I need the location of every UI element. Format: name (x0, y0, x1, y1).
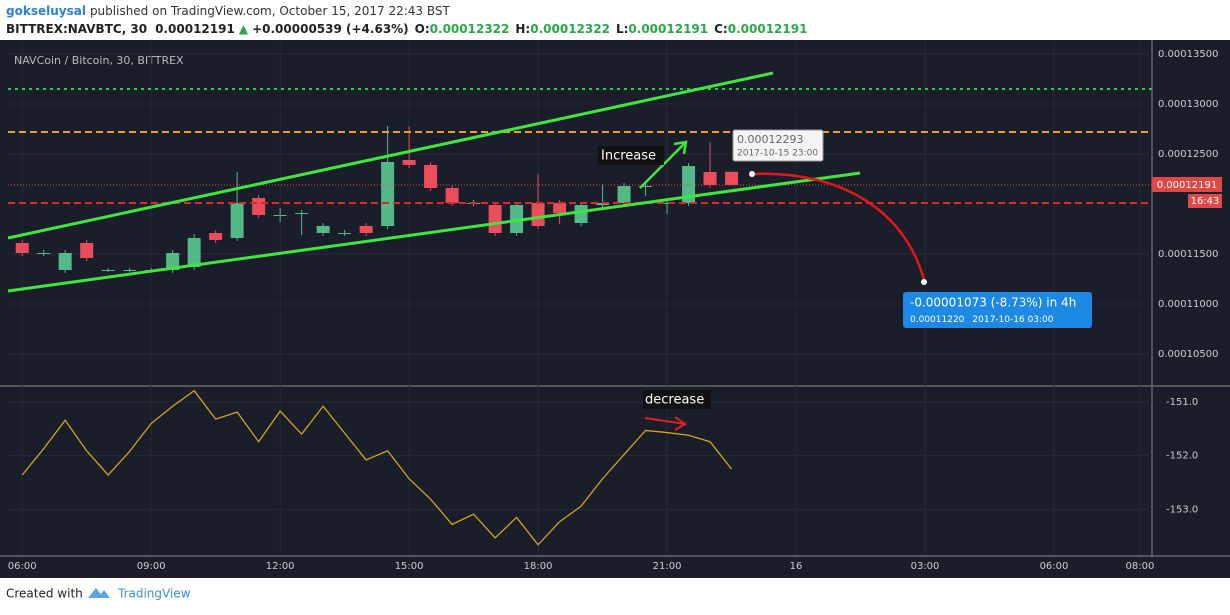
candle-body (15, 243, 29, 253)
candle-body (273, 215, 287, 216)
pane-title: NAVCoin / Bitcoin, 30, BITTREX (14, 54, 184, 67)
candle-body (725, 171, 739, 185)
tooltip-price: 0.00012293 (737, 133, 803, 146)
tooltip-time: 2017-10-15 23:00 (737, 149, 818, 159)
y-tick-label: 0.00010500 (1158, 349, 1218, 360)
label-bg (643, 390, 711, 409)
y-tick-label: 0.00011000 (1158, 299, 1218, 310)
countdown: 16:43 (1191, 196, 1220, 207)
x-tick-label: 08:00 (1126, 561, 1155, 572)
candle-body (402, 160, 416, 165)
forecast-start (749, 171, 755, 177)
candle-body (510, 205, 524, 233)
tooltip (732, 129, 824, 162)
last-price-label: 0.00012191 (1157, 180, 1217, 191)
candle-body (553, 203, 567, 213)
ohlc-value: 0.00012191 (728, 22, 808, 36)
candle-body (58, 253, 72, 270)
ohlc-label: L: (616, 22, 628, 36)
candle-body (574, 205, 588, 223)
candle-body (230, 203, 244, 238)
ohlc-value: 0.00012322 (430, 22, 510, 36)
candle-body (682, 166, 696, 203)
ohlc-value: 0.00012322 (530, 22, 610, 36)
candle-body (187, 238, 201, 267)
candle-body (445, 188, 459, 203)
candle-body (381, 162, 395, 226)
forecast-box (903, 292, 1092, 328)
plot (8, 42, 1152, 555)
increase-label: Increase (601, 149, 656, 164)
candle-body (209, 233, 223, 240)
published: published on TradingView.com, October 15… (90, 4, 451, 18)
candle-body (316, 226, 330, 233)
candle-body (101, 270, 115, 271)
ohlc-label: H: (515, 22, 530, 36)
x-tick-label: 21:00 (653, 561, 682, 572)
candle-body (252, 198, 266, 215)
symbol: BITTREX:NAVBTC, 30 (6, 22, 147, 36)
ohlc-value: 0.00012191 (628, 22, 708, 36)
y-tick-label: -153.0 (1166, 504, 1198, 515)
candle-body (660, 203, 674, 204)
candle-body (37, 253, 51, 254)
header-line-1: gokseluysal published on TradingView.com,… (6, 4, 450, 18)
forecast-price: 0.00011220 (910, 315, 965, 325)
candle-body (617, 186, 631, 203)
forecast-detail: 0.00011220 2017-10-16 03:00 (910, 315, 1054, 325)
y-tick-label: -151.0 (1166, 397, 1198, 408)
label-bg (598, 146, 664, 165)
countdown-box (1188, 194, 1222, 208)
candle-body (295, 213, 309, 214)
header-line-2: BITTREX:NAVBTC, 30 0.00012191 ▲ +0.00000539… (6, 22, 807, 36)
x-tick-label: 03:00 (911, 561, 940, 572)
candle-body (359, 226, 373, 233)
tv-logo (88, 588, 110, 598)
change: +0.00000539 (+4.63%) (252, 22, 409, 36)
trendline (7, 71, 774, 240)
candle-body (531, 203, 545, 226)
y-tick-label: 0.00013000 (1158, 99, 1218, 110)
forecast-change: -0.00001073 (-8.73%) in 4h (910, 296, 1076, 310)
candle-body (338, 233, 352, 234)
author[interactable]: gokseluysal (6, 4, 86, 18)
forecast-arrow (751, 172, 926, 281)
decrease-label: decrease (645, 393, 704, 408)
footer-created: Created with (6, 587, 83, 601)
candle-body (639, 186, 653, 187)
ohlc-label: C: (714, 22, 728, 36)
y-tick-label: -152.0 (1166, 451, 1198, 462)
candle-body (703, 172, 717, 185)
x-tick-label: 15:00 (395, 561, 424, 572)
x-tick-label: 18:00 (524, 561, 553, 572)
candle-body (488, 205, 502, 233)
candle-body (80, 243, 94, 258)
y-tick-label: 0.00011500 (1158, 249, 1218, 260)
y-tick-label: 0.00013500 (1158, 49, 1218, 60)
candle-body (123, 270, 137, 271)
last: 0.00012191 (155, 22, 235, 36)
forecast-time: 2017-10-16 03:00 (972, 315, 1053, 325)
indicator-line (21, 389, 733, 546)
y-tick-label: 0.00012500 (1158, 149, 1218, 160)
x-tick-label: 12:00 (266, 561, 295, 572)
up-arrow: ▲ (239, 22, 249, 36)
candle-body (424, 165, 438, 188)
x-tick-label: 06:00 (1040, 561, 1069, 572)
x-tick-label: 09:00 (137, 561, 166, 572)
footer-brand[interactable]: TradingView (117, 587, 191, 601)
x-tick-label: 16 (790, 561, 803, 572)
last-price-box (1152, 177, 1222, 192)
footer-bg (0, 578, 1230, 611)
ohlc-label: O: (415, 22, 430, 36)
forecast-end (921, 279, 927, 285)
x-tick-label: 06:00 (8, 561, 37, 572)
trendline (7, 171, 861, 293)
candle-body (166, 253, 180, 270)
decrease-arrow (644, 416, 687, 431)
